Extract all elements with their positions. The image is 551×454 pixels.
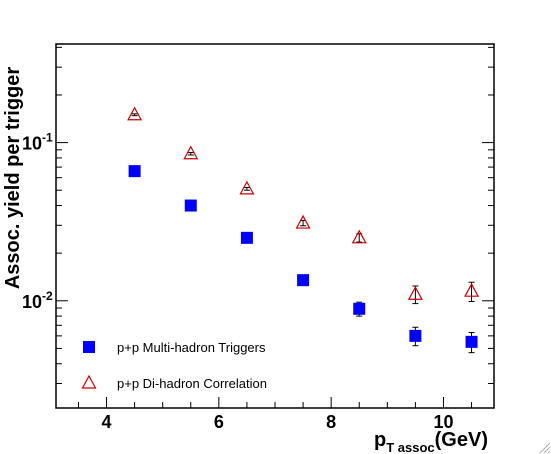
marker-triangle <box>295 214 311 229</box>
data-point <box>295 214 311 229</box>
resize-grip-icon[interactable] <box>539 442 551 454</box>
x-tick-label: 10 <box>433 412 453 432</box>
marker-square <box>184 199 197 212</box>
data-point <box>353 301 366 317</box>
marker-square <box>409 329 422 342</box>
marker-square <box>465 335 478 348</box>
data-point <box>127 106 143 121</box>
x-axis-title-main: p <box>374 429 386 451</box>
data-point <box>184 199 197 212</box>
marker-square <box>128 165 141 178</box>
y-axis-title: Assoc. yield per trigger <box>2 67 24 290</box>
data-point <box>409 326 422 347</box>
marker-triangle <box>127 106 143 121</box>
marker-triangle <box>464 282 480 297</box>
data-point <box>407 285 423 305</box>
legend-label-series-2: p+p Di-hadron Correlation <box>117 376 267 391</box>
x-tick-labels: 4 6 8 10 <box>102 412 454 432</box>
y-tick-label: 10-2 <box>22 289 53 312</box>
data-point <box>240 231 253 244</box>
marker-square <box>240 231 253 244</box>
data-point <box>128 165 141 178</box>
data-markers <box>127 106 480 354</box>
data-point <box>351 229 367 244</box>
marker-square <box>297 274 310 287</box>
y-tick-labels: 10-1 10-2 <box>22 131 53 312</box>
data-point <box>464 281 480 302</box>
marker-triangle <box>407 285 423 300</box>
legend-marker-series-1 <box>83 341 95 353</box>
x-tick-label: 6 <box>214 412 224 432</box>
legend-marker-series-2 <box>81 374 97 389</box>
x-tick-label: 8 <box>326 412 336 432</box>
data-point <box>465 332 478 354</box>
data-point <box>183 145 199 160</box>
x-axis-title-unit: (GeV) <box>435 429 488 451</box>
axis-ticks <box>56 46 494 408</box>
marker-square <box>353 302 366 315</box>
legend-label-series-1: p+p Multi-hadron Triggers <box>117 340 266 355</box>
x-axis-title: pT assoc(GeV) <box>374 429 488 454</box>
data-point <box>239 180 255 195</box>
data-point <box>297 274 310 287</box>
marker-triangle <box>351 229 367 244</box>
x-axis-title-sub: T assoc <box>386 440 434 454</box>
y-tick-label: 10-1 <box>22 131 53 154</box>
legend: p+p Multi-hadron Triggers p+p Di-hadron … <box>81 340 267 391</box>
marker-triangle <box>239 180 255 195</box>
x-tick-label: 4 <box>102 412 112 432</box>
marker-triangle <box>183 145 199 160</box>
